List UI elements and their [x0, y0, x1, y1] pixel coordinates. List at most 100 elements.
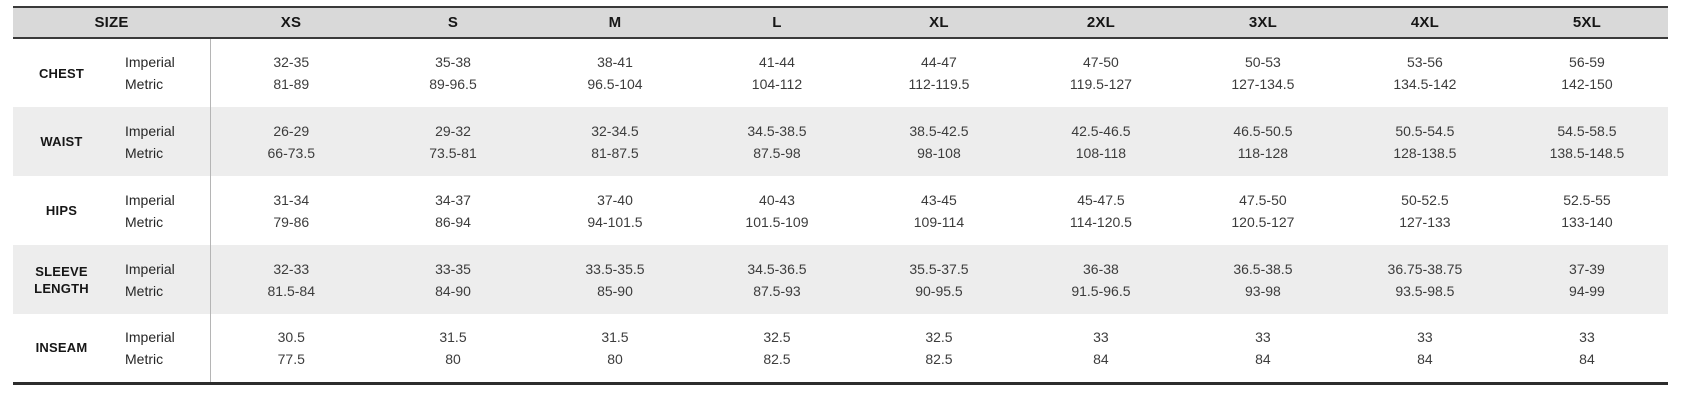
imperial-value: 34.5-38.5	[747, 122, 807, 139]
metric-value: 119.5-127	[1069, 76, 1132, 92]
metric-value: 82.5	[763, 350, 791, 367]
metric-value: 108-118	[1075, 144, 1127, 161]
imperial-value: 33-35	[435, 260, 471, 277]
imperial-value: 50.5-54.5	[1395, 122, 1455, 139]
imperial-value: 31.5	[601, 328, 629, 345]
imperial-value: 30.5	[277, 328, 305, 345]
measurement-label: INSEAM	[35, 340, 88, 356]
metric-value: 127-133	[1399, 213, 1451, 230]
size-table-body: CHEST Imperial Metric 32-35 81-89 35-38 89-96.…	[13, 38, 1668, 383]
sleeve-length-3xl-value: 36.5-38.5 93-98	[1182, 245, 1344, 314]
chest-4xl-value: 53-56 134.5-142	[1344, 38, 1506, 107]
metric-value: 81-89	[273, 76, 310, 92]
inseam-l-value: 32.5 82.5	[696, 314, 858, 383]
size-header-4xl: 4XL	[1343, 6, 1506, 39]
metric-value: 84-90	[435, 282, 471, 299]
imperial-value: 31.5	[439, 328, 467, 345]
size-table-header: SIZE XS S M L XL 2XL 3XL 4XL 5XL	[13, 6, 1668, 39]
sleeve-length-xl-value: 35.5-37.5 90-95.5	[858, 245, 1020, 314]
metric-value: 96.5-104	[587, 76, 643, 92]
metric-value: 81-87.5	[591, 144, 639, 161]
inseam-xl-value: 32.5 82.5	[858, 314, 1020, 383]
metric-value: 84	[1093, 350, 1109, 367]
metric-value: 89-96.5	[429, 76, 477, 92]
unit-labels: Imperial Metric	[110, 245, 210, 314]
imperial-value: 50-52.5	[1401, 191, 1449, 208]
imperial-value: 56-59	[1569, 54, 1605, 70]
metric-value: 80	[445, 350, 461, 367]
size-header-s: S	[372, 6, 534, 39]
size-header-xl: XL	[857, 6, 1020, 39]
imperial-value: 36.75-38.75	[1387, 260, 1463, 277]
imperial-value: 37-40	[597, 191, 633, 208]
imperial-value: 37-39	[1569, 260, 1605, 277]
imperial-value: 34-37	[435, 191, 471, 208]
metric-value: 85-90	[597, 282, 633, 299]
imperial-value: 47.5-50	[1239, 191, 1287, 208]
chest-xs-value: 32-35 81-89	[209, 38, 372, 107]
size-column-header: SIZE	[13, 6, 211, 39]
imperial-value: 38.5-42.5	[909, 122, 969, 139]
imperial-value: 40-43	[759, 191, 795, 208]
metric-value: 90-95.5	[915, 282, 963, 299]
imperial-value: 42.5-46.5	[1071, 122, 1131, 139]
inseam-3xl-value: 33 84	[1182, 314, 1344, 383]
metric-value: 128-138.5	[1393, 144, 1457, 161]
hips-3xl-value: 47.5-50 120.5-127	[1182, 176, 1344, 245]
inseam-s-value: 31.5 80	[372, 314, 534, 383]
metric-value: 101.5-109	[745, 213, 809, 230]
waist-xl-value: 38.5-42.5 98-108	[858, 107, 1020, 176]
metric-value: 94-99	[1569, 282, 1605, 299]
imperial-value: 34.5-36.5	[747, 260, 807, 277]
imperial-label: Imperial	[125, 54, 175, 70]
hips-4xl-value: 50-52.5 127-133	[1344, 176, 1506, 245]
waist-3xl-value: 46.5-50.5 118-128	[1182, 107, 1344, 176]
chest-l-value: 41-44 104-112	[696, 38, 858, 107]
imperial-value: 32-35	[273, 54, 310, 70]
metric-value: 118-128	[1237, 144, 1289, 161]
measurement-label: CHEST	[38, 65, 85, 81]
imperial-value: 33	[1417, 328, 1433, 345]
metric-label: Metric	[125, 350, 164, 367]
metric-value: 134.5-142	[1393, 76, 1457, 92]
waist-l-value: 34.5-38.5 87.5-98	[696, 107, 858, 176]
imperial-label: Imperial	[125, 328, 175, 345]
row-hips: HIPS Imperial Metric 31-34 79-86 34-37 86-94 37…	[13, 176, 1668, 245]
inseam-2xl-value: 33 84	[1020, 314, 1182, 383]
chest-s-value: 35-38 89-96.5	[372, 38, 534, 107]
metric-value: 87.5-93	[753, 282, 801, 299]
waist-s-value: 29-32 73.5-81	[372, 107, 534, 176]
row-inseam: INSEAM Imperial Metric 30.5 77.5 31.5 80 31.5 80…	[13, 314, 1668, 383]
unit-labels: Imperial Metric	[110, 176, 210, 245]
metric-value: 109-114	[913, 213, 965, 230]
hips-m-value: 37-40 94-101.5	[534, 176, 696, 245]
metric-value: 127-134.5	[1231, 76, 1295, 92]
hips-xs-value: 31-34 79-86	[209, 176, 372, 245]
metric-value: 84	[1255, 350, 1271, 367]
imperial-value: 46.5-50.5	[1233, 122, 1293, 139]
imperial-value: 44-47	[921, 54, 957, 70]
imperial-value: 35.5-37.5	[909, 260, 969, 277]
hips-2xl-value: 45-47.5 114-120.5	[1020, 176, 1182, 245]
unit-labels: Imperial Metric	[110, 314, 210, 383]
metric-label: Metric	[125, 213, 164, 230]
size-chart-page: SIZE XS S M L XL 2XL 3XL 4XL 5XL CHEST Im…	[13, 6, 1668, 383]
metric-value: 133-140	[1561, 213, 1613, 230]
measurement-label: SLEEVE LENGTH	[34, 263, 89, 296]
metric-value: 81.5-84	[267, 282, 315, 299]
imperial-value: 54.5-58.5	[1557, 122, 1617, 139]
hips-s-value: 34-37 86-94	[372, 176, 534, 245]
metric-value: 138.5-148.5	[1549, 144, 1625, 161]
inseam-4xl-value: 33 84	[1344, 314, 1506, 383]
metric-value: 104-112	[751, 76, 803, 92]
imperial-value: 33	[1579, 328, 1595, 345]
waist-2xl-value: 42.5-46.5 108-118	[1020, 107, 1182, 176]
hips-xl-value: 43-45 109-114	[858, 176, 1020, 245]
sleeve-length-l-value: 34.5-36.5 87.5-93	[696, 245, 858, 314]
imperial-value: 35-38	[435, 54, 471, 70]
size-header-2xl: 2XL	[1019, 6, 1182, 39]
metric-value: 66-73.5	[267, 144, 315, 161]
metric-value: 142-150	[1561, 76, 1613, 92]
imperial-value: 41-44	[759, 54, 795, 70]
metric-label: Metric	[125, 144, 164, 161]
